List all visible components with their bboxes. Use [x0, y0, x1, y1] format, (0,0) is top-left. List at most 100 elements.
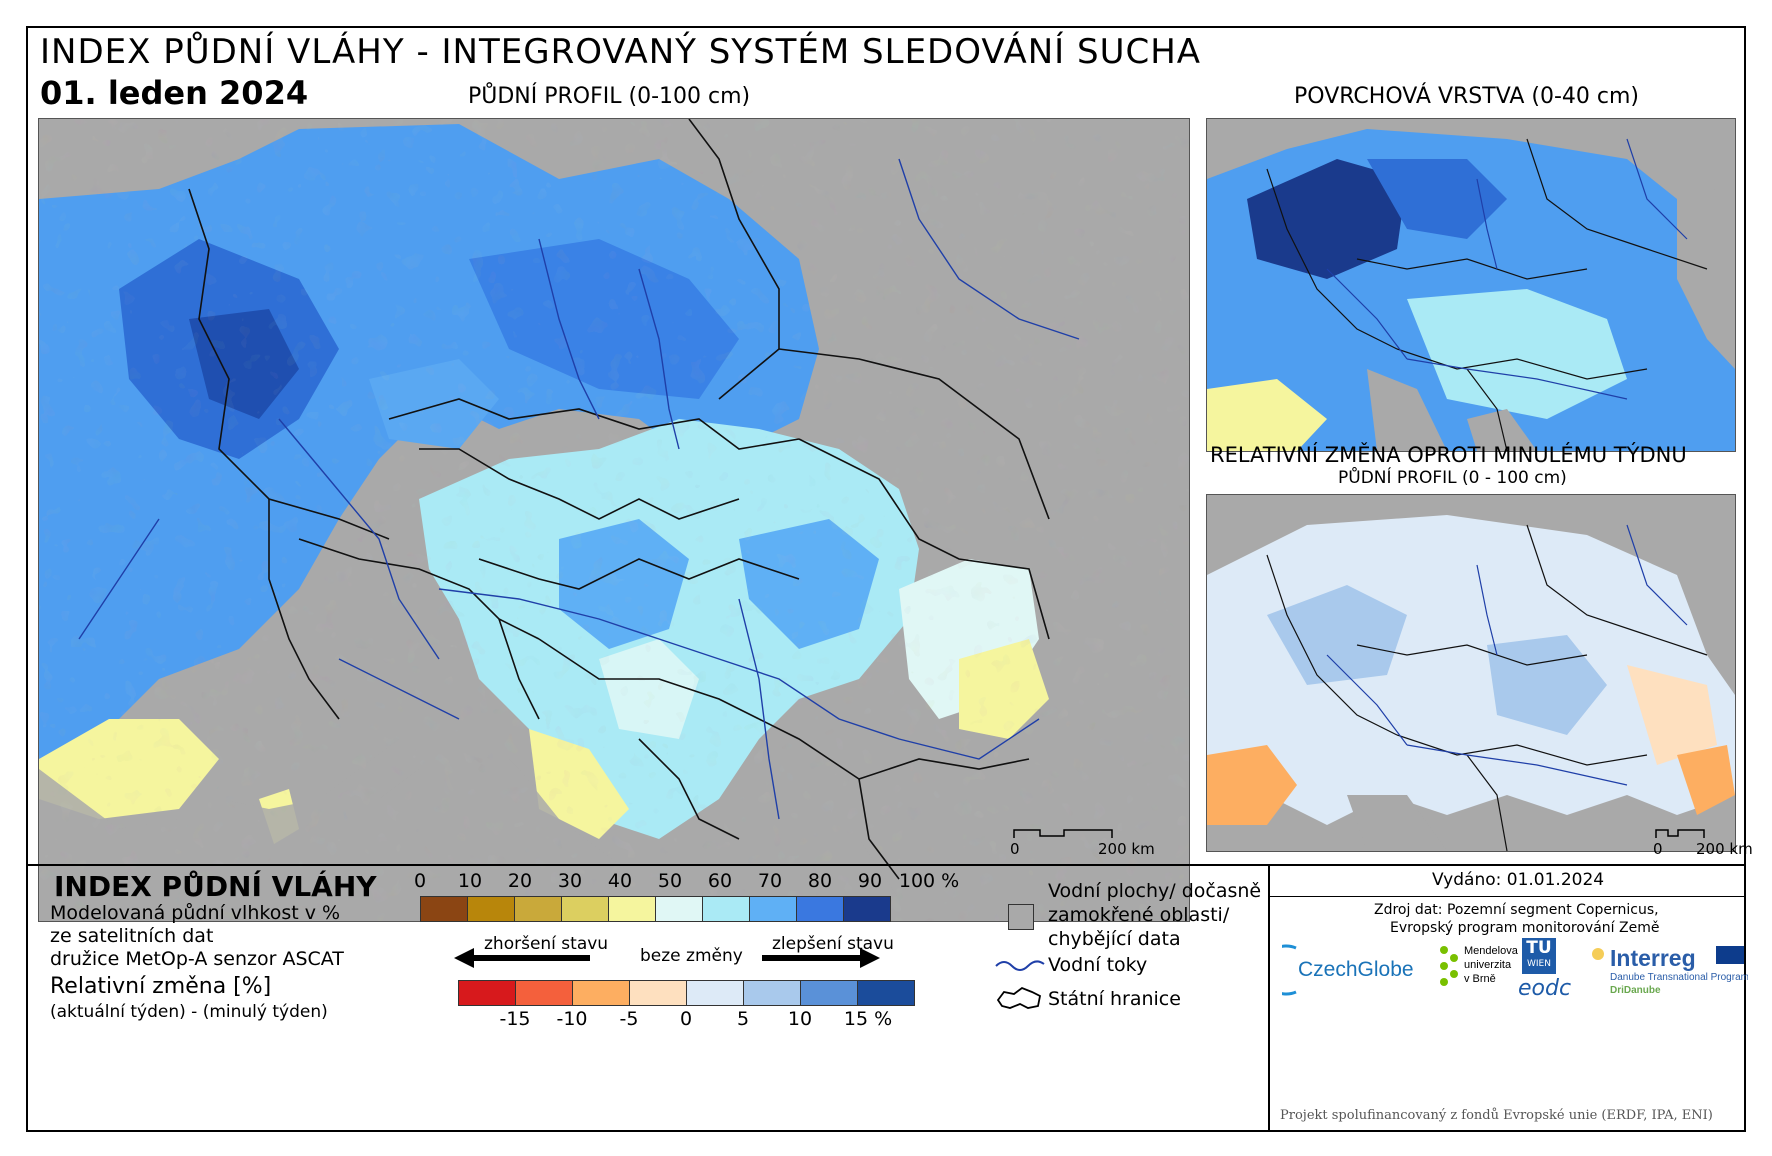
- mendelu-logo: Mendelova univerzita v Brně: [1438, 942, 1519, 1004]
- legend-desc-line2: ze satelitních dat: [50, 925, 214, 947]
- main-soil-moisture-map: [38, 118, 1190, 922]
- change-tick: -10: [556, 1008, 588, 1030]
- tu-wien-logo-wien: WIEN: [1527, 959, 1551, 969]
- change-arrows-graphic: [454, 948, 880, 968]
- change-tick: 5: [736, 1008, 750, 1030]
- funding-note: Projekt spolufinancovaný z fondů Evropsk…: [1280, 1108, 1713, 1123]
- index-tick: 80: [807, 870, 833, 892]
- data-source-line1: Zdroj dat: Pozemní segment Copernicus,: [1374, 902, 1659, 918]
- data-source-line2: Evropský program monitorování Země: [1390, 920, 1660, 936]
- eodc-logo: eodc: [1518, 976, 1572, 1001]
- arrow-left-label: zhoršení stavu: [484, 934, 609, 954]
- index-tick: 100 %: [898, 870, 960, 892]
- interreg-logo-graphic: Interreg Danube Transnational Programme …: [1592, 945, 1763, 996]
- arrow-mid-label: beze změny: [640, 946, 743, 966]
- legend-desc-line3: družice MetOp-A senzor ASCAT: [50, 948, 344, 970]
- index-tick: 30: [557, 870, 583, 892]
- change-arrows: [450, 938, 970, 978]
- river-symbol: [994, 956, 1046, 976]
- index-tick: 90: [857, 870, 883, 892]
- water-label-line1: Vodní plochy/ dočasně: [1048, 880, 1262, 902]
- arrow-right-label: zlepšení stavu: [772, 934, 894, 954]
- main-map-title: PŮDNÍ PROFIL (0-100 cm): [468, 84, 751, 109]
- main-map-scalebar: [1012, 826, 1132, 844]
- relative-change-map-subtitle: PŮDNÍ PROFIL (0 - 100 cm): [1338, 468, 1567, 488]
- relative-change-map-graphic: [1207, 495, 1735, 851]
- change-colorbar-swatch: [686, 980, 744, 1006]
- change-colorbar-swatch: [800, 980, 858, 1006]
- relative-change-map: [1206, 494, 1736, 852]
- index-ticks: 0 10 20 30 40 50 60 70 80 90 100 %: [414, 866, 959, 894]
- mendelu-line3: v Brně: [1464, 973, 1496, 985]
- interreg-logo: Interreg Danube Transnational Programme …: [1588, 938, 1763, 1008]
- index-colorbar-swatch: [420, 896, 468, 922]
- index-colorbar-swatch: [561, 896, 609, 922]
- change-tick: -15: [499, 1008, 531, 1030]
- small-scale-distance: 200 km: [1696, 840, 1753, 858]
- czechglobe-logo-graphic: CzechGlobe: [1260, 944, 1414, 996]
- borders-label: Státní hranice: [1048, 988, 1181, 1010]
- change-tick: -5: [619, 1008, 639, 1030]
- issue-date-heading: 01. leden 2024: [40, 74, 309, 112]
- change-ticks: -15 -10 -5 0 5 10 15 %: [458, 1006, 914, 1032]
- small-scale-zero: 0: [1653, 840, 1663, 858]
- top-right-map-title: POVRCHOVÁ VRSTVA (0-40 cm): [1294, 84, 1639, 109]
- change-colorbar-swatch: [743, 980, 801, 1006]
- mendelu-line2: univerzita: [1464, 959, 1512, 971]
- czechglobe-logo-text: CzechGlobe: [1298, 958, 1414, 981]
- index-colorbar-swatch: [655, 896, 703, 922]
- index-tick: 60: [707, 870, 733, 892]
- index-colorbar-swatch: [843, 896, 891, 922]
- surface-layer-map-graphic: [1207, 119, 1735, 451]
- water-label-line2: zamokřené oblasti/: [1048, 904, 1230, 926]
- index-colorbar-swatch: [514, 896, 562, 922]
- legend-desc-line1: Modelovaná půdní vlhkost v %: [50, 902, 341, 924]
- interreg-sub-text: Danube Transnational Programme: [1610, 972, 1748, 983]
- index-tick: 20: [507, 870, 533, 892]
- main-map-scalebar-graphic: [1013, 829, 1113, 838]
- relative-change-title: Relativní změna [%]: [50, 974, 272, 999]
- poster-frame: INDEX PŮDNÍ VLÁHY - INTEGROVANÝ SYSTÉM S…: [26, 26, 1763, 1132]
- rivers-label: Vodní toky: [1048, 954, 1148, 976]
- main-map-graphic: [39, 119, 1189, 921]
- mendelu-line1: Mendelova: [1464, 945, 1518, 957]
- index-colorbar-swatch: [467, 896, 515, 922]
- dridanube-text: DriDanube: [1610, 985, 1661, 996]
- change-colorbar: [458, 980, 915, 1006]
- legend-top-divider: [28, 864, 1744, 866]
- change-colorbar-swatch: [515, 980, 573, 1006]
- index-tick: 0: [413, 870, 427, 892]
- change-colorbar-swatch: [857, 980, 915, 1006]
- index-tick: 70: [757, 870, 783, 892]
- border-symbol-graphic: [996, 986, 1042, 1009]
- surface-layer-map: [1206, 118, 1736, 452]
- change-tick: 15 %: [843, 1008, 893, 1030]
- index-tick: 10: [457, 870, 483, 892]
- interreg-logo-text: Interreg: [1610, 945, 1696, 971]
- issued-date: Vydáno: 01.01.2024: [1432, 870, 1605, 890]
- index-colorbar-swatch: [608, 896, 656, 922]
- index-colorbar-swatch: [702, 896, 750, 922]
- legend-title: INDEX PŮDNÍ VLÁHY: [54, 870, 377, 903]
- water-label-line3: chybějící data: [1048, 928, 1181, 950]
- change-colorbar-swatch: [629, 980, 687, 1006]
- tu-wien-logo-tu: TU: [1526, 938, 1552, 958]
- issued-divider: [1270, 896, 1744, 897]
- index-colorbar-swatch: [796, 896, 844, 922]
- small-map-scalebar-graphic: [1655, 829, 1705, 838]
- change-colorbar-swatch: [458, 980, 516, 1006]
- index-tick: 50: [657, 870, 683, 892]
- river-symbol-graphic: [995, 960, 1045, 971]
- small-map-scalebar: [1654, 826, 1714, 844]
- change-tick: 10: [787, 1008, 813, 1030]
- relative-change-desc: (aktuální týden) - (minulý týden): [50, 1002, 328, 1022]
- change-colorbar-swatch: [572, 980, 630, 1006]
- index-colorbar-swatch: [749, 896, 797, 922]
- index-tick: 40: [607, 870, 633, 892]
- poster-title: INDEX PŮDNÍ VLÁHY - INTEGROVANÝ SYSTÉM S…: [40, 32, 1202, 72]
- tu-wien-logo: TU WIEN: [1522, 938, 1556, 974]
- border-symbol: [994, 984, 1046, 1018]
- legend-footer-divider: [1268, 866, 1270, 1132]
- main-scale-distance: 200 km: [1098, 840, 1155, 858]
- change-tick: 0: [679, 1008, 693, 1030]
